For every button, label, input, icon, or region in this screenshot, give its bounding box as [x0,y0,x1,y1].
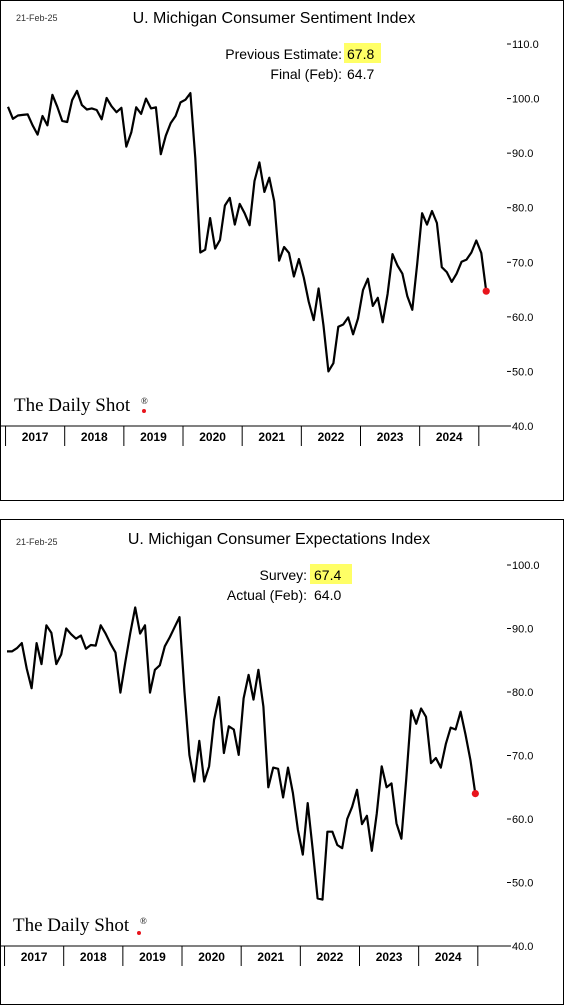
last-point-marker [482,287,490,295]
x-tick-label: 2024 [436,430,463,444]
x-tick-label: 2020 [199,430,226,444]
chart-title: U. Michigan Consumer Expectations Index [128,531,430,548]
series-line-group [6,89,490,373]
y-tick-label: 70.0 [512,751,533,763]
annotation-box: Survey: 67.4 Actual (Feb): 64.0 [227,564,352,603]
y-tick-label: 90.0 [512,148,533,160]
brand-logo-mark: ® [140,916,147,926]
annotation-highlight [344,43,381,63]
x-tick-label: 2022 [318,430,345,444]
x-tick-label: 2023 [376,950,403,964]
x-tick-label: 2022 [317,950,344,964]
y-tick-label: 40.0 [512,421,533,433]
annotation-line2-label: Final (Feb): [270,66,342,82]
annotation-line2-value: 64.0 [314,587,341,603]
x-tick-label: 2024 [435,950,462,964]
x-tick-label: 2019 [140,430,167,444]
x-tick-label: 2018 [80,950,107,964]
series-line [6,89,488,373]
y-tick-label: 90.0 [512,624,533,636]
y-tick-label: 80.0 [512,203,533,215]
brand-logo: The Daily Shot ® [13,915,147,936]
chart-date-label: 21-Feb-25 [16,13,58,23]
x-tick-label: 2021 [257,950,284,964]
brand-logo-text: The Daily Shot [14,395,131,416]
x-axis: 2017 2018 2019 2020 2021 2022 2023 2024 [0,945,507,966]
sentiment-chart: 21-Feb-25 U. Michigan Consumer Sentiment… [0,0,564,501]
x-tick-label: 2017 [21,950,48,964]
series-line [7,606,477,901]
brand-logo-mark: ® [141,396,148,406]
x-tick-label: 2020 [198,950,225,964]
x-tick-label: 2018 [81,430,108,444]
brand-logo: The Daily Shot ® [14,395,148,416]
y-tick-label: 60.0 [512,814,533,826]
annotation-line1-label: Previous Estimate: [225,46,342,62]
annotation-box: Previous Estimate: 67.8 Final (Feb): 64.… [225,43,381,82]
brand-logo-dot [137,931,141,935]
x-tick-label: 2019 [139,950,166,964]
y-axis: 40.0 50.0 60.0 70.0 80.0 90.0 100.0 [507,560,540,953]
brand-logo-dot [142,409,146,413]
y-tick-label: 50.0 [512,366,533,378]
chart-title: U. Michigan Consumer Sentiment Index [133,10,416,27]
brand-logo-text: The Daily Shot [13,915,130,936]
annotation-line2-label: Actual (Feb): [227,587,307,603]
last-point-marker [471,790,479,798]
annotation-line1-value: 67.4 [314,567,341,583]
x-tick-label: 2017 [22,430,49,444]
y-tick-label: 100.0 [512,560,540,572]
y-tick-label: 70.0 [512,257,533,269]
x-tick-label: 2023 [377,430,404,444]
y-tick-label: 60.0 [512,312,533,324]
y-axis: 40.0 50.0 60.0 70.0 80.0 90.0 100.0 110.0 [507,39,540,433]
annotation-line1-label: Survey: [260,567,307,583]
expectations-chart: 21-Feb-25 U. Michigan Consumer Expectati… [0,519,564,1005]
y-tick-label: 100.0 [512,94,540,106]
series-line-group [7,606,479,901]
annotation-line1-value: 67.8 [347,46,374,62]
y-tick-label: 40.0 [512,941,533,953]
annotation-line2-value: 64.7 [347,66,374,82]
annotation-highlight [310,564,352,584]
y-tick-label: 80.0 [512,687,533,699]
x-axis: 2017 2018 2019 2020 2021 2022 2023 2024 [0,425,507,446]
y-tick-label: 50.0 [512,878,533,890]
chart-date-label: 21-Feb-25 [16,537,58,547]
x-tick-label: 2021 [258,430,285,444]
y-tick-label: 110.0 [512,39,539,51]
